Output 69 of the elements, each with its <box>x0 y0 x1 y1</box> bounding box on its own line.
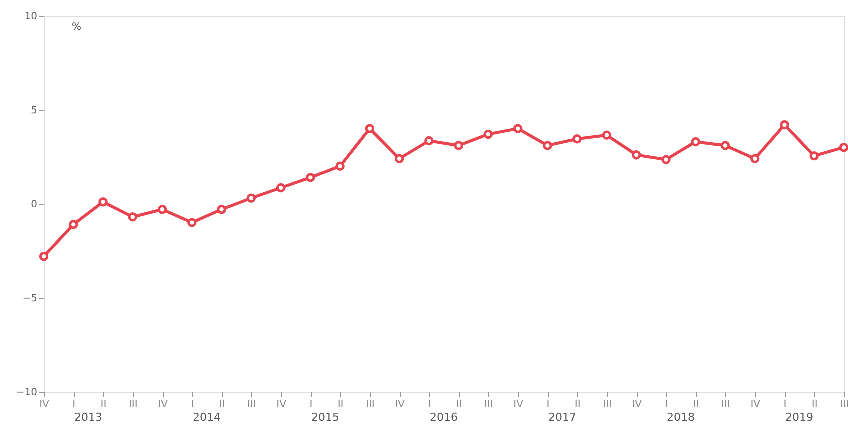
point <box>39 252 49 262</box>
point <box>662 155 671 164</box>
y-tick-label: 5 <box>31 106 38 116</box>
point <box>780 120 790 130</box>
x-tick-label: IV <box>632 400 642 410</box>
point <box>158 205 168 214</box>
point <box>720 141 730 150</box>
point <box>691 137 700 147</box>
text: 2018 <box>667 411 696 424</box>
x-tick-label: II <box>812 400 818 410</box>
x-tick-label: III <box>366 400 375 410</box>
point <box>306 173 316 182</box>
text: 2014 <box>192 411 221 424</box>
x-tick-label: III <box>484 400 494 410</box>
point <box>217 205 226 214</box>
text: 2017 <box>548 411 577 424</box>
point <box>484 130 494 140</box>
point <box>188 218 197 228</box>
point <box>69 220 78 230</box>
x-tick-label: IV <box>395 400 406 410</box>
point <box>750 154 760 164</box>
x-tick-label: II <box>693 400 700 410</box>
point <box>602 130 612 140</box>
x-tick-label: IV <box>158 400 168 410</box>
x-tick-label: IV <box>276 400 287 410</box>
x-tick-label: II <box>219 400 226 410</box>
point <box>394 154 404 164</box>
x-tick-label: III <box>603 400 612 410</box>
x-tick-label: II <box>338 400 344 410</box>
x-tick-label: I <box>428 400 432 410</box>
text: 2015 <box>311 411 340 424</box>
x-tick-label: II <box>456 400 462 410</box>
y-tick-label: 0 <box>31 200 38 210</box>
x-tick-label: III <box>840 400 848 410</box>
x-tick-label: III <box>722 400 730 410</box>
x-tick-label: III <box>128 400 138 410</box>
point <box>424 136 434 146</box>
point <box>839 143 848 152</box>
x-tick-label: I <box>665 400 668 410</box>
y-tick-label: 10 <box>24 12 38 22</box>
text: 2016 <box>430 411 458 424</box>
x-tick-label: I <box>784 400 787 410</box>
y-tick-label: −10 <box>16 388 38 398</box>
x-tick-label: IV <box>40 400 50 410</box>
point <box>454 141 464 150</box>
x-tick-label: IV <box>514 400 524 410</box>
point <box>276 183 286 193</box>
x-tick-label: I <box>191 400 194 410</box>
point <box>632 150 642 160</box>
point <box>513 124 523 134</box>
point <box>246 194 256 203</box>
x-tick-label: II <box>574 400 581 410</box>
x-tick-label: I <box>310 400 313 410</box>
text: 2013 <box>74 411 102 424</box>
x-tick-label: IV <box>750 400 761 410</box>
y-tick-label: −5 <box>22 294 38 304</box>
point <box>365 124 375 134</box>
point <box>128 212 138 222</box>
point <box>336 162 345 171</box>
x-tick-label: I <box>72 400 76 410</box>
x-tick-label: III <box>247 400 256 410</box>
x-tick-label: I <box>546 400 550 410</box>
point <box>98 198 108 207</box>
y-axis-title: % <box>72 22 82 33</box>
point <box>572 134 582 144</box>
point <box>810 151 819 161</box>
text: 2019 <box>786 411 814 424</box>
point <box>543 141 552 150</box>
x-tick-label: II <box>100 400 107 410</box>
